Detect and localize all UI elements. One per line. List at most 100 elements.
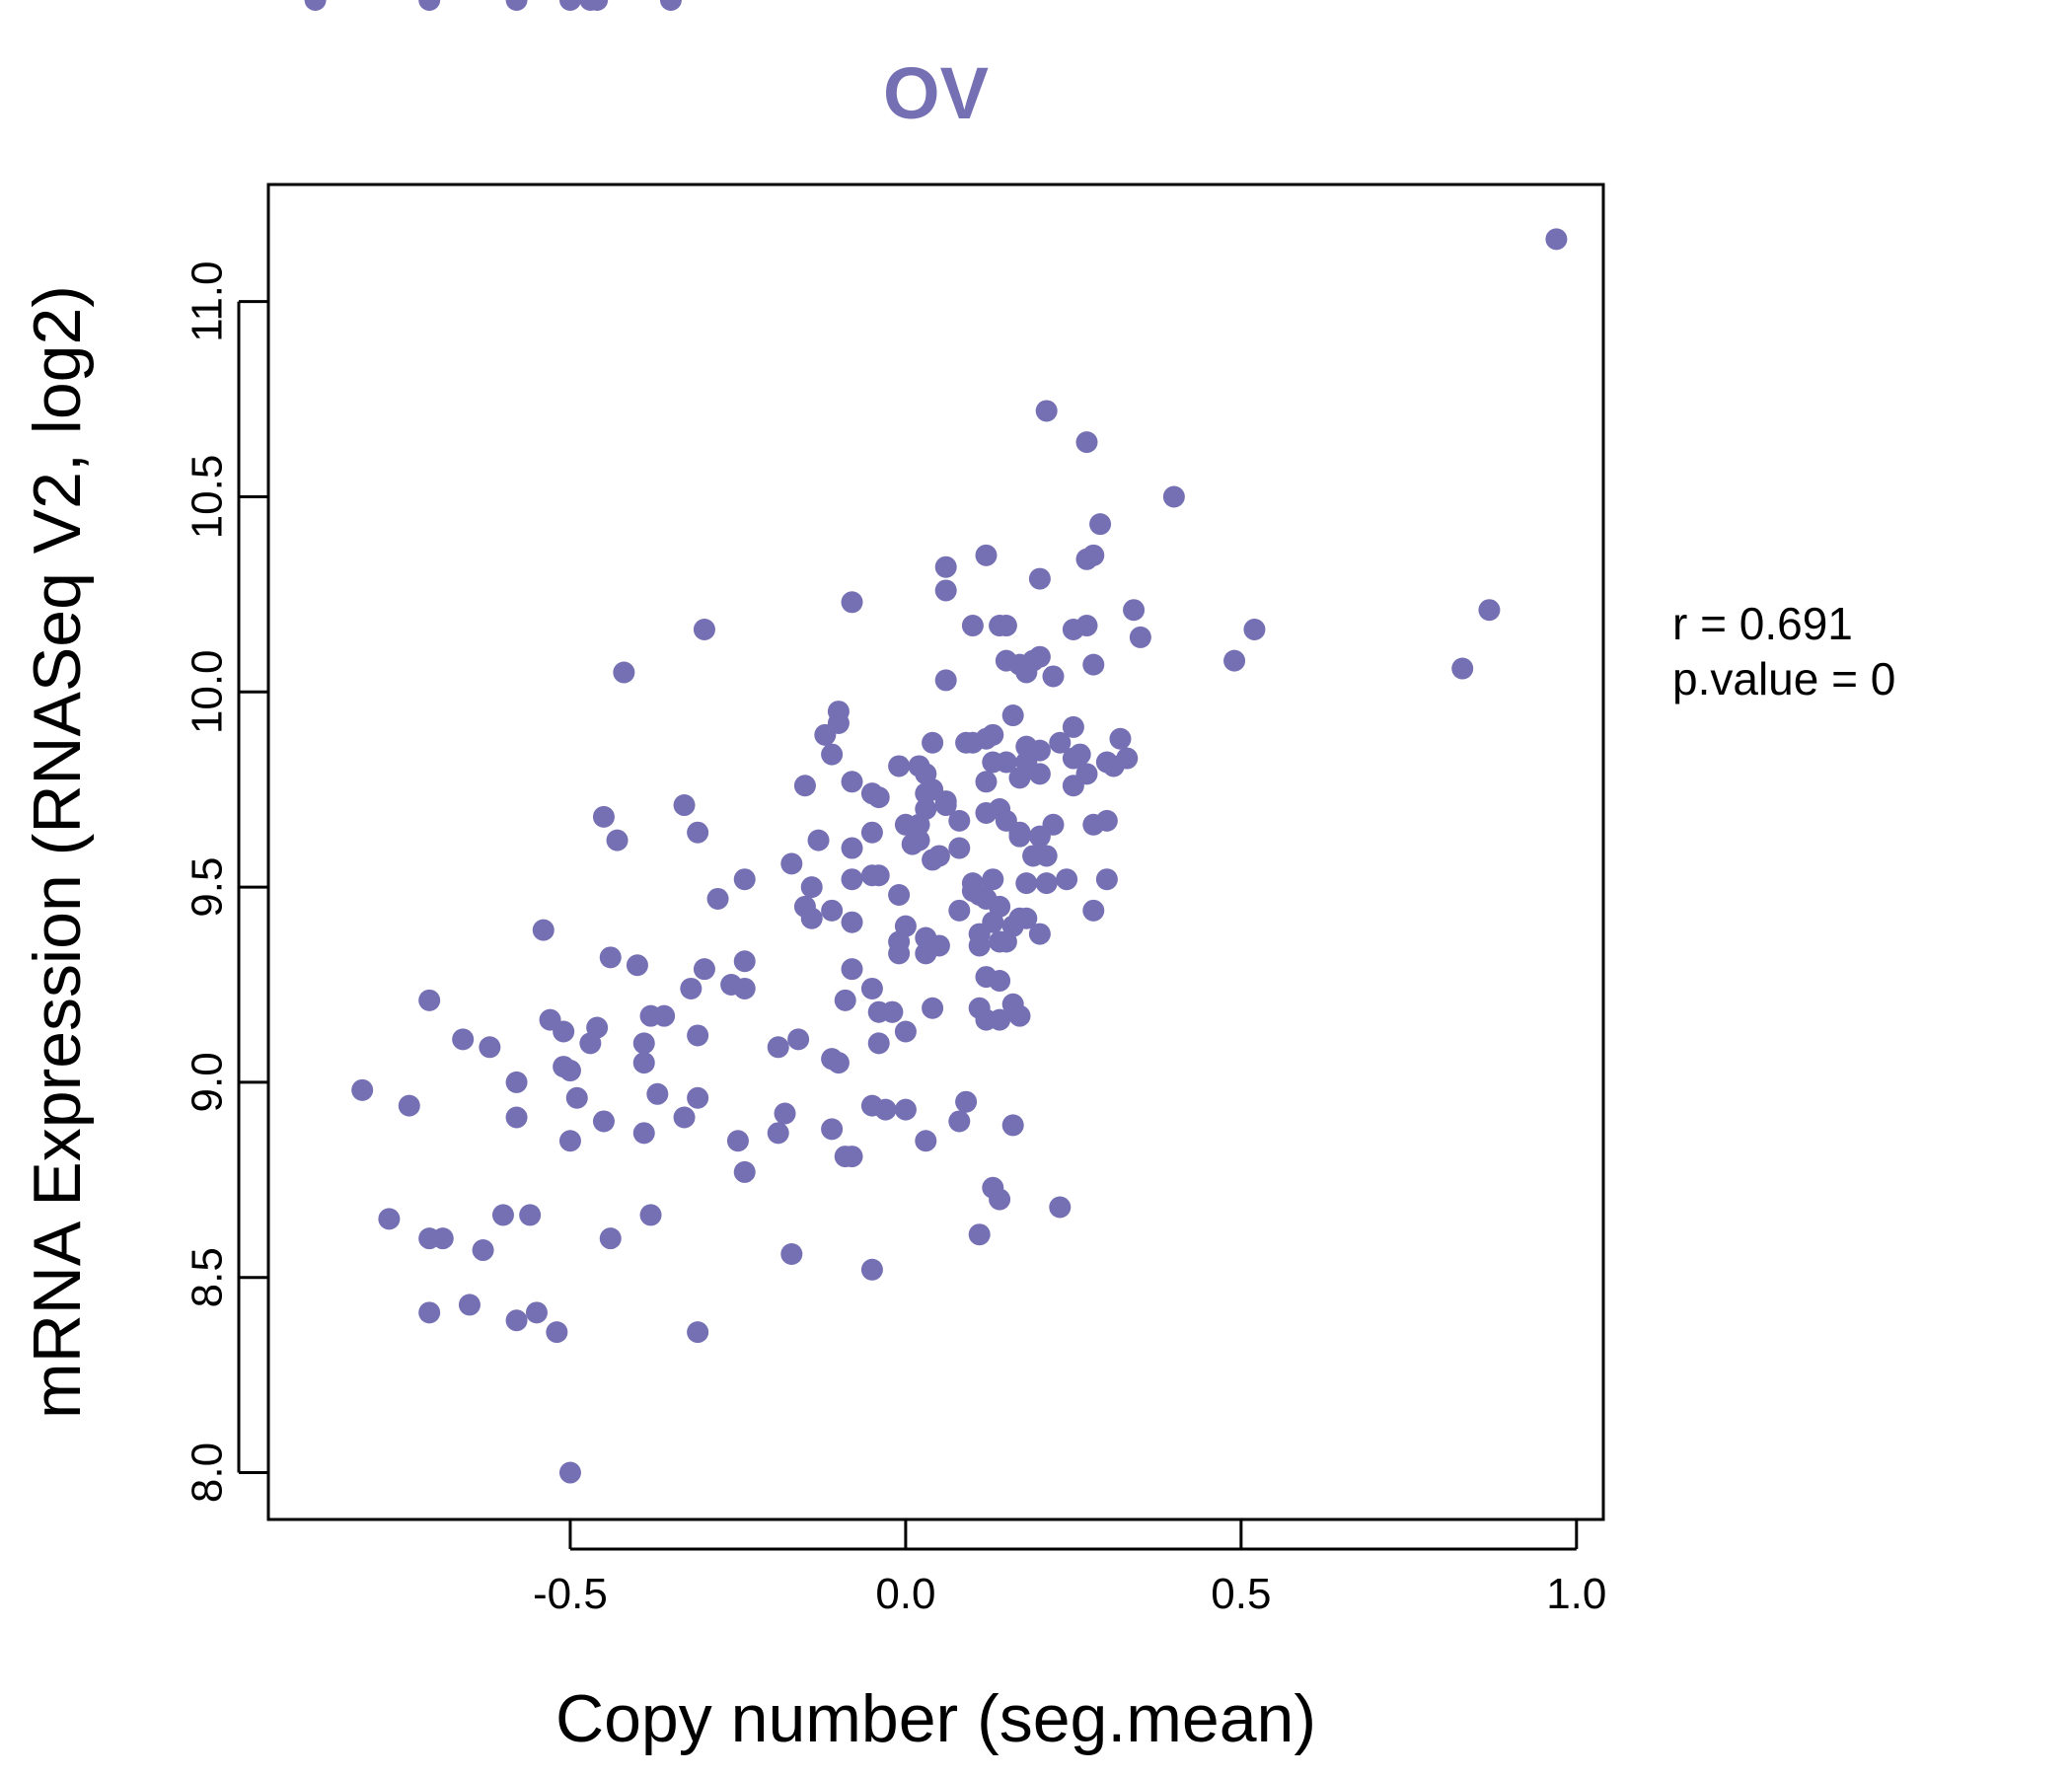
- plot-frame: [266, 183, 1605, 1521]
- data-point: [592, 1110, 615, 1133]
- data-point: [1451, 657, 1474, 680]
- data-point: [579, 1032, 602, 1055]
- data-point: [975, 801, 998, 824]
- data-point: [995, 615, 1017, 637]
- data-point: [982, 751, 1004, 774]
- data-point: [968, 934, 991, 957]
- data-point: [1545, 228, 1568, 251]
- data-point: [452, 1028, 475, 1051]
- data-point: [458, 1294, 481, 1316]
- data-point: [687, 1086, 709, 1109]
- data-point: [948, 1110, 971, 1133]
- x-tick-label: 0.5: [1211, 1570, 1271, 1618]
- data-point: [975, 727, 998, 750]
- data-points: [304, 0, 1568, 1484]
- data-point: [975, 544, 998, 566]
- data-point: [774, 1102, 796, 1125]
- data-point: [599, 946, 622, 969]
- data-point: [1008, 1004, 1031, 1027]
- y-axis: 8.0 8.5 9.0 9.5 10.0 10.5 11.0: [184, 260, 268, 1503]
- data-point: [304, 0, 327, 11]
- x-axis-title: Copy number (seg.mean): [555, 1681, 1316, 1756]
- data-point: [351, 1078, 374, 1101]
- x-tick-label: 0.0: [875, 1570, 935, 1618]
- data-point: [1243, 619, 1266, 640]
- data-point: [1062, 715, 1084, 738]
- data-point: [553, 1020, 575, 1043]
- data-point: [525, 1301, 548, 1324]
- data-point: [505, 1106, 528, 1129]
- data-point: [726, 1130, 749, 1152]
- data-point: [632, 1052, 655, 1074]
- data-point: [982, 868, 1004, 891]
- data-point: [418, 989, 441, 1011]
- data-point: [680, 977, 703, 999]
- data-point: [606, 829, 629, 851]
- data-point: [888, 755, 911, 777]
- data-point: [860, 782, 883, 805]
- data-point: [632, 1122, 655, 1145]
- y-tick-label: 8.5: [184, 1247, 232, 1307]
- data-point: [378, 1208, 401, 1230]
- data-point: [1082, 899, 1105, 922]
- data-point: [1028, 567, 1051, 590]
- data-point: [639, 1204, 662, 1226]
- data-point: [632, 1032, 655, 1055]
- data-point: [687, 1024, 709, 1047]
- data-point: [894, 1098, 917, 1121]
- data-point: [1015, 872, 1038, 895]
- x-tick-label: 1.0: [1546, 1570, 1606, 1618]
- data-point: [934, 555, 957, 578]
- data-point: [472, 1239, 494, 1262]
- y-tick-label: 10.5: [184, 455, 232, 540]
- data-point: [1478, 599, 1501, 622]
- data-point: [558, 1461, 581, 1484]
- y-tick-label: 10.0: [184, 649, 232, 734]
- data-point: [1042, 665, 1065, 688]
- data-point: [733, 950, 756, 973]
- data-point: [1062, 775, 1084, 797]
- data-point: [1015, 661, 1038, 684]
- data-point: [1089, 513, 1112, 536]
- x-tick-label: -0.5: [533, 1570, 608, 1618]
- data-point: [915, 1130, 937, 1152]
- data-point: [418, 0, 441, 11]
- data-point: [1035, 845, 1058, 867]
- y-tick-label: 11.0: [184, 260, 232, 341]
- data-point: [841, 1146, 863, 1168]
- data-point: [733, 1160, 756, 1183]
- data-point: [1035, 400, 1058, 422]
- data-point: [1001, 1114, 1024, 1137]
- data-point: [1049, 1196, 1072, 1219]
- data-point: [1102, 755, 1125, 777]
- data-point: [767, 1036, 789, 1059]
- data-point: [1062, 619, 1084, 640]
- y-tick-label: 8.0: [184, 1443, 232, 1503]
- data-point: [780, 852, 803, 875]
- y-tick-label: 9.0: [184, 1052, 232, 1112]
- data-point: [961, 615, 984, 637]
- data-point: [989, 1008, 1011, 1031]
- data-point: [989, 1188, 1011, 1211]
- data-point: [800, 907, 823, 929]
- data-point: [1056, 868, 1078, 891]
- data-point: [1095, 868, 1118, 891]
- data-point: [841, 868, 863, 891]
- x-axis: -0.5 0.0 0.5 1.0: [533, 1519, 1606, 1618]
- data-point: [807, 829, 830, 851]
- data-point: [955, 1090, 978, 1113]
- data-point: [1162, 485, 1185, 508]
- data-point: [793, 775, 816, 797]
- data-point: [948, 899, 971, 922]
- data-point: [927, 845, 950, 867]
- data-point: [821, 1118, 844, 1141]
- data-point: [841, 771, 863, 793]
- data-point: [693, 958, 715, 981]
- data-point: [1015, 735, 1038, 758]
- y-tick-label: 9.5: [184, 857, 232, 918]
- data-point: [894, 1020, 917, 1043]
- data-point: [1082, 813, 1105, 836]
- correlation-label: r = 0.691: [1672, 598, 1853, 649]
- data-point: [418, 1301, 441, 1324]
